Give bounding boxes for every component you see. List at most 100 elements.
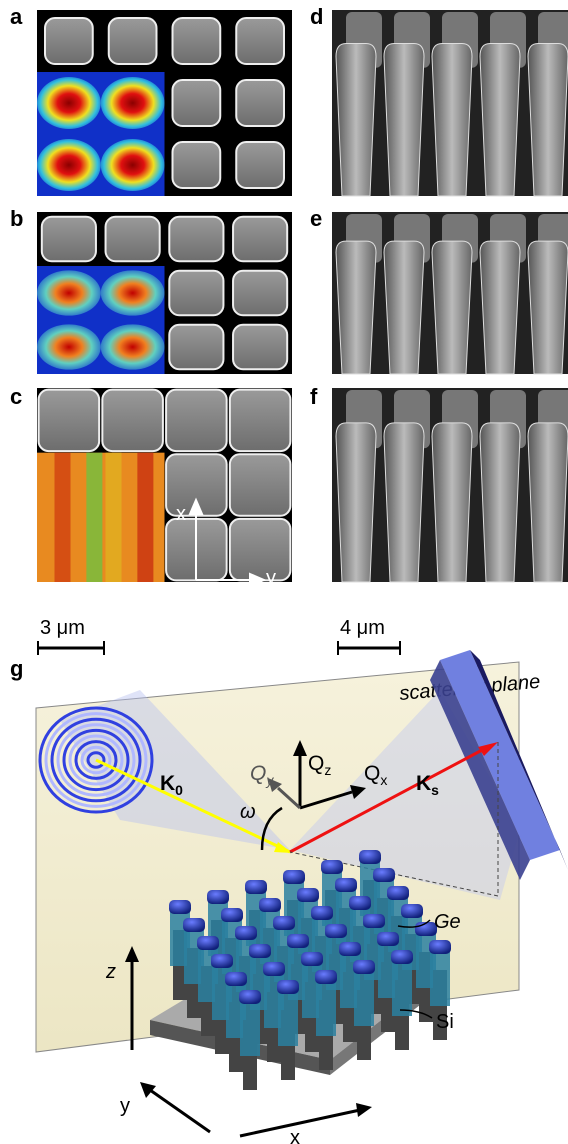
omega-label: ω (240, 801, 256, 823)
material-label: Ge (434, 911, 461, 933)
pillar-top (171, 17, 222, 65)
pillar-top (171, 141, 222, 189)
arrowhead (274, 842, 292, 853)
panels (37, 10, 568, 583)
ge-pillar (430, 946, 450, 1006)
heat-spot (37, 138, 101, 192)
detector-rings (38, 706, 154, 814)
pillar-top (44, 17, 94, 65)
pillar (527, 42, 568, 197)
panel-label: c (10, 384, 22, 409)
pillar (527, 240, 568, 375)
heat-spot (100, 324, 165, 370)
pillar-top (228, 453, 292, 517)
pillar-top (168, 215, 225, 263)
axis-label: x (176, 503, 186, 525)
pillar-top (107, 17, 158, 65)
axis-label: z (105, 961, 116, 983)
panel-label: a (10, 4, 23, 29)
ring (38, 706, 154, 814)
ge-cap (387, 886, 409, 900)
x-arrow (239, 1108, 361, 1138)
pillar-top (235, 17, 285, 65)
ge-pillar (278, 986, 298, 1046)
ge-cap (321, 860, 343, 874)
label-sub: 0 (175, 782, 183, 798)
qy-arrow (276, 786, 302, 810)
pillar-top (228, 388, 292, 453)
pillar-top (168, 323, 225, 371)
arrowhead (140, 1082, 156, 1098)
ge-cap (429, 940, 451, 954)
pillar (479, 422, 521, 583)
ge-cap (297, 888, 319, 902)
ge-cap (169, 900, 191, 914)
panel-label: g (10, 656, 23, 681)
leader (397, 919, 431, 928)
ge-cap (259, 898, 281, 912)
pillar-top (40, 215, 97, 263)
axis-label: y (120, 1095, 130, 1117)
detector-face (430, 660, 530, 880)
pillar-top (232, 269, 289, 317)
heat-spot (37, 270, 101, 316)
panel-label: d (310, 4, 323, 29)
arrowhead (188, 497, 204, 515)
ge-pillar (354, 966, 374, 1026)
pillar (527, 422, 568, 583)
incident-beam (95, 758, 291, 854)
pillar-array (169, 850, 451, 1090)
heat-spot (37, 76, 101, 130)
ge-cap (401, 904, 423, 918)
pillar (479, 240, 521, 375)
scale-label: 3 μm (40, 617, 85, 639)
ge-cap (221, 908, 243, 922)
arrowhead (293, 740, 307, 756)
label-main: Q (364, 762, 380, 785)
label-main: Q (308, 752, 324, 775)
label-main: Q (250, 762, 266, 785)
arrowhead (350, 785, 366, 799)
ge-pillar (316, 976, 336, 1036)
pillar-top (104, 215, 161, 263)
pillar-top (235, 79, 285, 127)
ge-cap (359, 850, 381, 864)
pillar-top (232, 215, 289, 263)
ge-cap (377, 932, 399, 946)
ge-pillar (240, 996, 260, 1056)
panel-label: b (10, 206, 23, 231)
heat-stripe (86, 452, 103, 582)
vector-label: K0 (160, 772, 183, 798)
ring (80, 745, 112, 775)
pillar-top (168, 269, 225, 317)
ring (74, 740, 118, 780)
vector-label: Qz (308, 752, 331, 778)
qx-arrow (299, 790, 353, 810)
ge-cap (335, 878, 357, 892)
ge-cap (349, 896, 371, 910)
ge-cap (339, 942, 361, 956)
ge-cap (325, 924, 347, 938)
pillar-top (228, 517, 292, 582)
ge-cap (277, 980, 299, 994)
ge-cap (183, 918, 205, 932)
pillar (383, 422, 425, 583)
scale-label: 4 μm (340, 617, 385, 639)
label-sub: s (431, 782, 439, 798)
ge-cap (363, 914, 385, 928)
scattered-beam (289, 746, 487, 854)
ge-cap (315, 970, 337, 984)
heat-spot (100, 76, 165, 130)
pillar (479, 42, 521, 197)
ge-cap (225, 972, 247, 986)
omega-arc (260, 806, 283, 851)
label-sub: y (265, 772, 274, 788)
ring (86, 751, 106, 769)
arrowhead (356, 1103, 372, 1117)
pillar-top (232, 323, 289, 371)
q-axes (268, 740, 366, 810)
label-sub: x (380, 772, 387, 788)
pillar (431, 240, 473, 375)
axis-label: y (266, 567, 276, 589)
